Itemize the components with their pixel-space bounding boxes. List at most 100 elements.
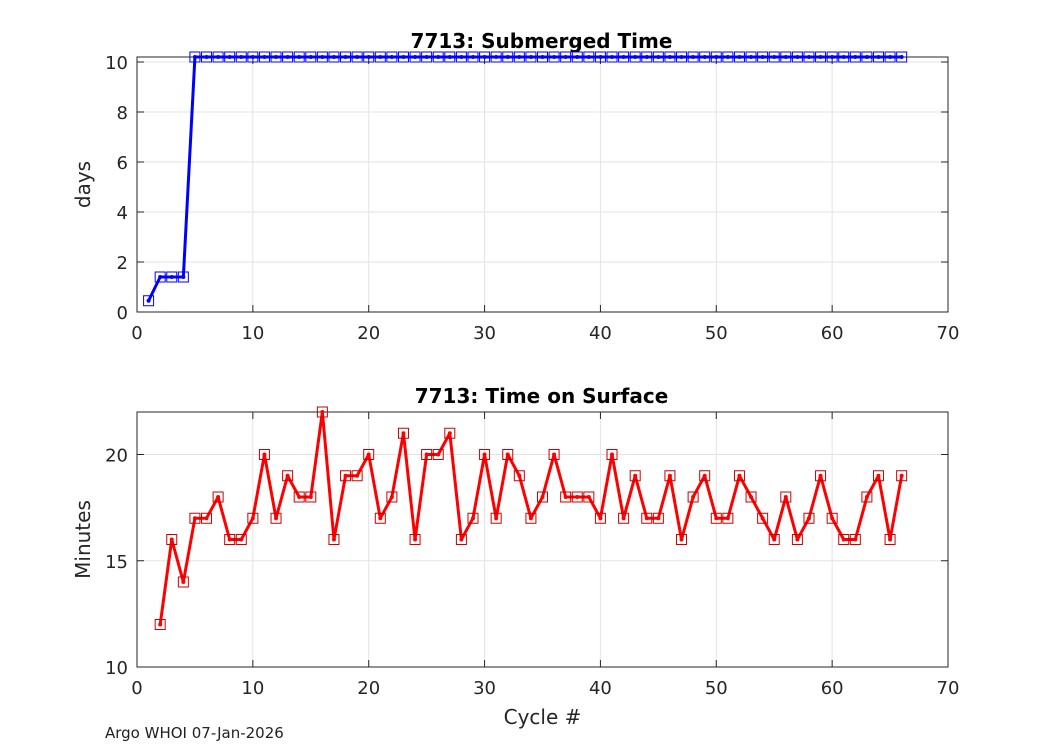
data-point	[702, 55, 707, 59]
data-point	[158, 622, 163, 627]
chart-title: 7713: Time on Surface	[415, 384, 669, 408]
data-point	[285, 473, 290, 478]
data-point-marker	[432, 51, 444, 63]
data-point	[366, 55, 371, 59]
data-point	[320, 410, 325, 414]
data-point	[239, 55, 244, 59]
data-point-marker	[722, 51, 734, 63]
data-point	[610, 452, 615, 457]
data-point-marker	[201, 51, 213, 63]
data-point-marker	[525, 51, 537, 63]
data-point-marker	[316, 406, 328, 418]
y-tick-label: 10	[105, 658, 128, 679]
data-point	[621, 55, 626, 59]
data-point	[749, 495, 754, 499]
data-point	[308, 495, 313, 499]
data-point-marker	[641, 512, 653, 524]
data-point	[702, 473, 707, 478]
data-point-marker	[166, 534, 178, 545]
data-point	[795, 537, 800, 542]
data-point-marker	[548, 449, 560, 460]
data-point-marker	[826, 51, 838, 63]
data-point-marker	[154, 619, 166, 630]
data-point-marker	[606, 449, 618, 460]
data-point	[899, 55, 904, 59]
data-point	[239, 537, 244, 542]
plot-area	[137, 57, 948, 312]
data-point-marker	[502, 449, 514, 460]
data-point	[760, 516, 765, 521]
data-point	[401, 55, 406, 59]
y-axis-label: Minutes	[71, 500, 95, 579]
data-point-marker	[896, 51, 908, 63]
data-point	[517, 55, 522, 59]
data-point-marker	[618, 51, 630, 63]
data-point	[644, 516, 649, 521]
data-point-marker	[710, 51, 722, 63]
x-tick-label: 50	[705, 323, 728, 344]
data-point-marker	[455, 534, 467, 545]
data-point-marker	[525, 512, 537, 524]
data-point	[250, 55, 255, 59]
data-point-marker	[583, 51, 595, 63]
data-point	[470, 55, 475, 59]
data-point-marker	[861, 491, 873, 503]
y-tick-label: 10	[105, 53, 128, 74]
data-point	[389, 55, 394, 59]
data-point	[818, 55, 823, 59]
data-point	[320, 55, 325, 59]
data-point-marker	[803, 51, 815, 63]
data-point	[169, 275, 174, 279]
data-point	[505, 55, 510, 59]
data-point-marker	[374, 512, 386, 524]
data-point	[830, 55, 835, 59]
data-point-marker	[363, 51, 375, 63]
data-point	[216, 495, 221, 499]
data-point-marker	[444, 51, 456, 63]
data-point-marker	[560, 51, 572, 63]
data-point	[598, 55, 603, 59]
data-point	[783, 55, 788, 59]
data-point	[552, 452, 557, 457]
data-point	[447, 431, 452, 436]
data-point-marker	[861, 51, 873, 63]
data-point	[494, 516, 499, 521]
data-point-marker	[143, 295, 155, 307]
data-point-marker	[791, 534, 803, 545]
data-point-marker	[548, 51, 560, 63]
x-tick-label: 50	[705, 678, 728, 699]
data-point	[274, 55, 279, 59]
data-point	[667, 473, 672, 478]
data-point-marker	[629, 51, 641, 63]
data-point	[633, 473, 638, 478]
data-point-marker	[293, 491, 305, 503]
y-tick-label: 0	[117, 303, 128, 324]
data-point-marker	[409, 51, 421, 63]
data-point-marker	[826, 512, 838, 524]
data-point-marker	[722, 512, 734, 524]
y-tick-label: 6	[117, 153, 128, 174]
data-point	[876, 55, 881, 59]
data-point	[818, 473, 823, 478]
data-point-marker	[537, 51, 548, 63]
data-point-marker	[490, 512, 502, 524]
y-tick-label: 2	[117, 253, 128, 274]
data-point	[853, 537, 858, 542]
data-point	[667, 55, 672, 59]
data-point	[552, 55, 557, 59]
data-point-marker	[444, 427, 456, 439]
data-point-marker	[212, 51, 224, 63]
data-point-marker	[189, 51, 201, 63]
data-point	[470, 516, 475, 521]
data-point	[424, 452, 429, 457]
data-point-marker	[849, 534, 861, 545]
data-point-marker	[815, 51, 827, 63]
data-point	[274, 516, 279, 521]
data-point-marker	[258, 51, 270, 63]
data-point	[262, 55, 267, 59]
data-point-marker	[363, 449, 375, 460]
data-point	[285, 55, 290, 59]
data-point-marker	[235, 534, 247, 545]
data-point-marker	[884, 51, 896, 63]
data-point	[679, 55, 684, 59]
